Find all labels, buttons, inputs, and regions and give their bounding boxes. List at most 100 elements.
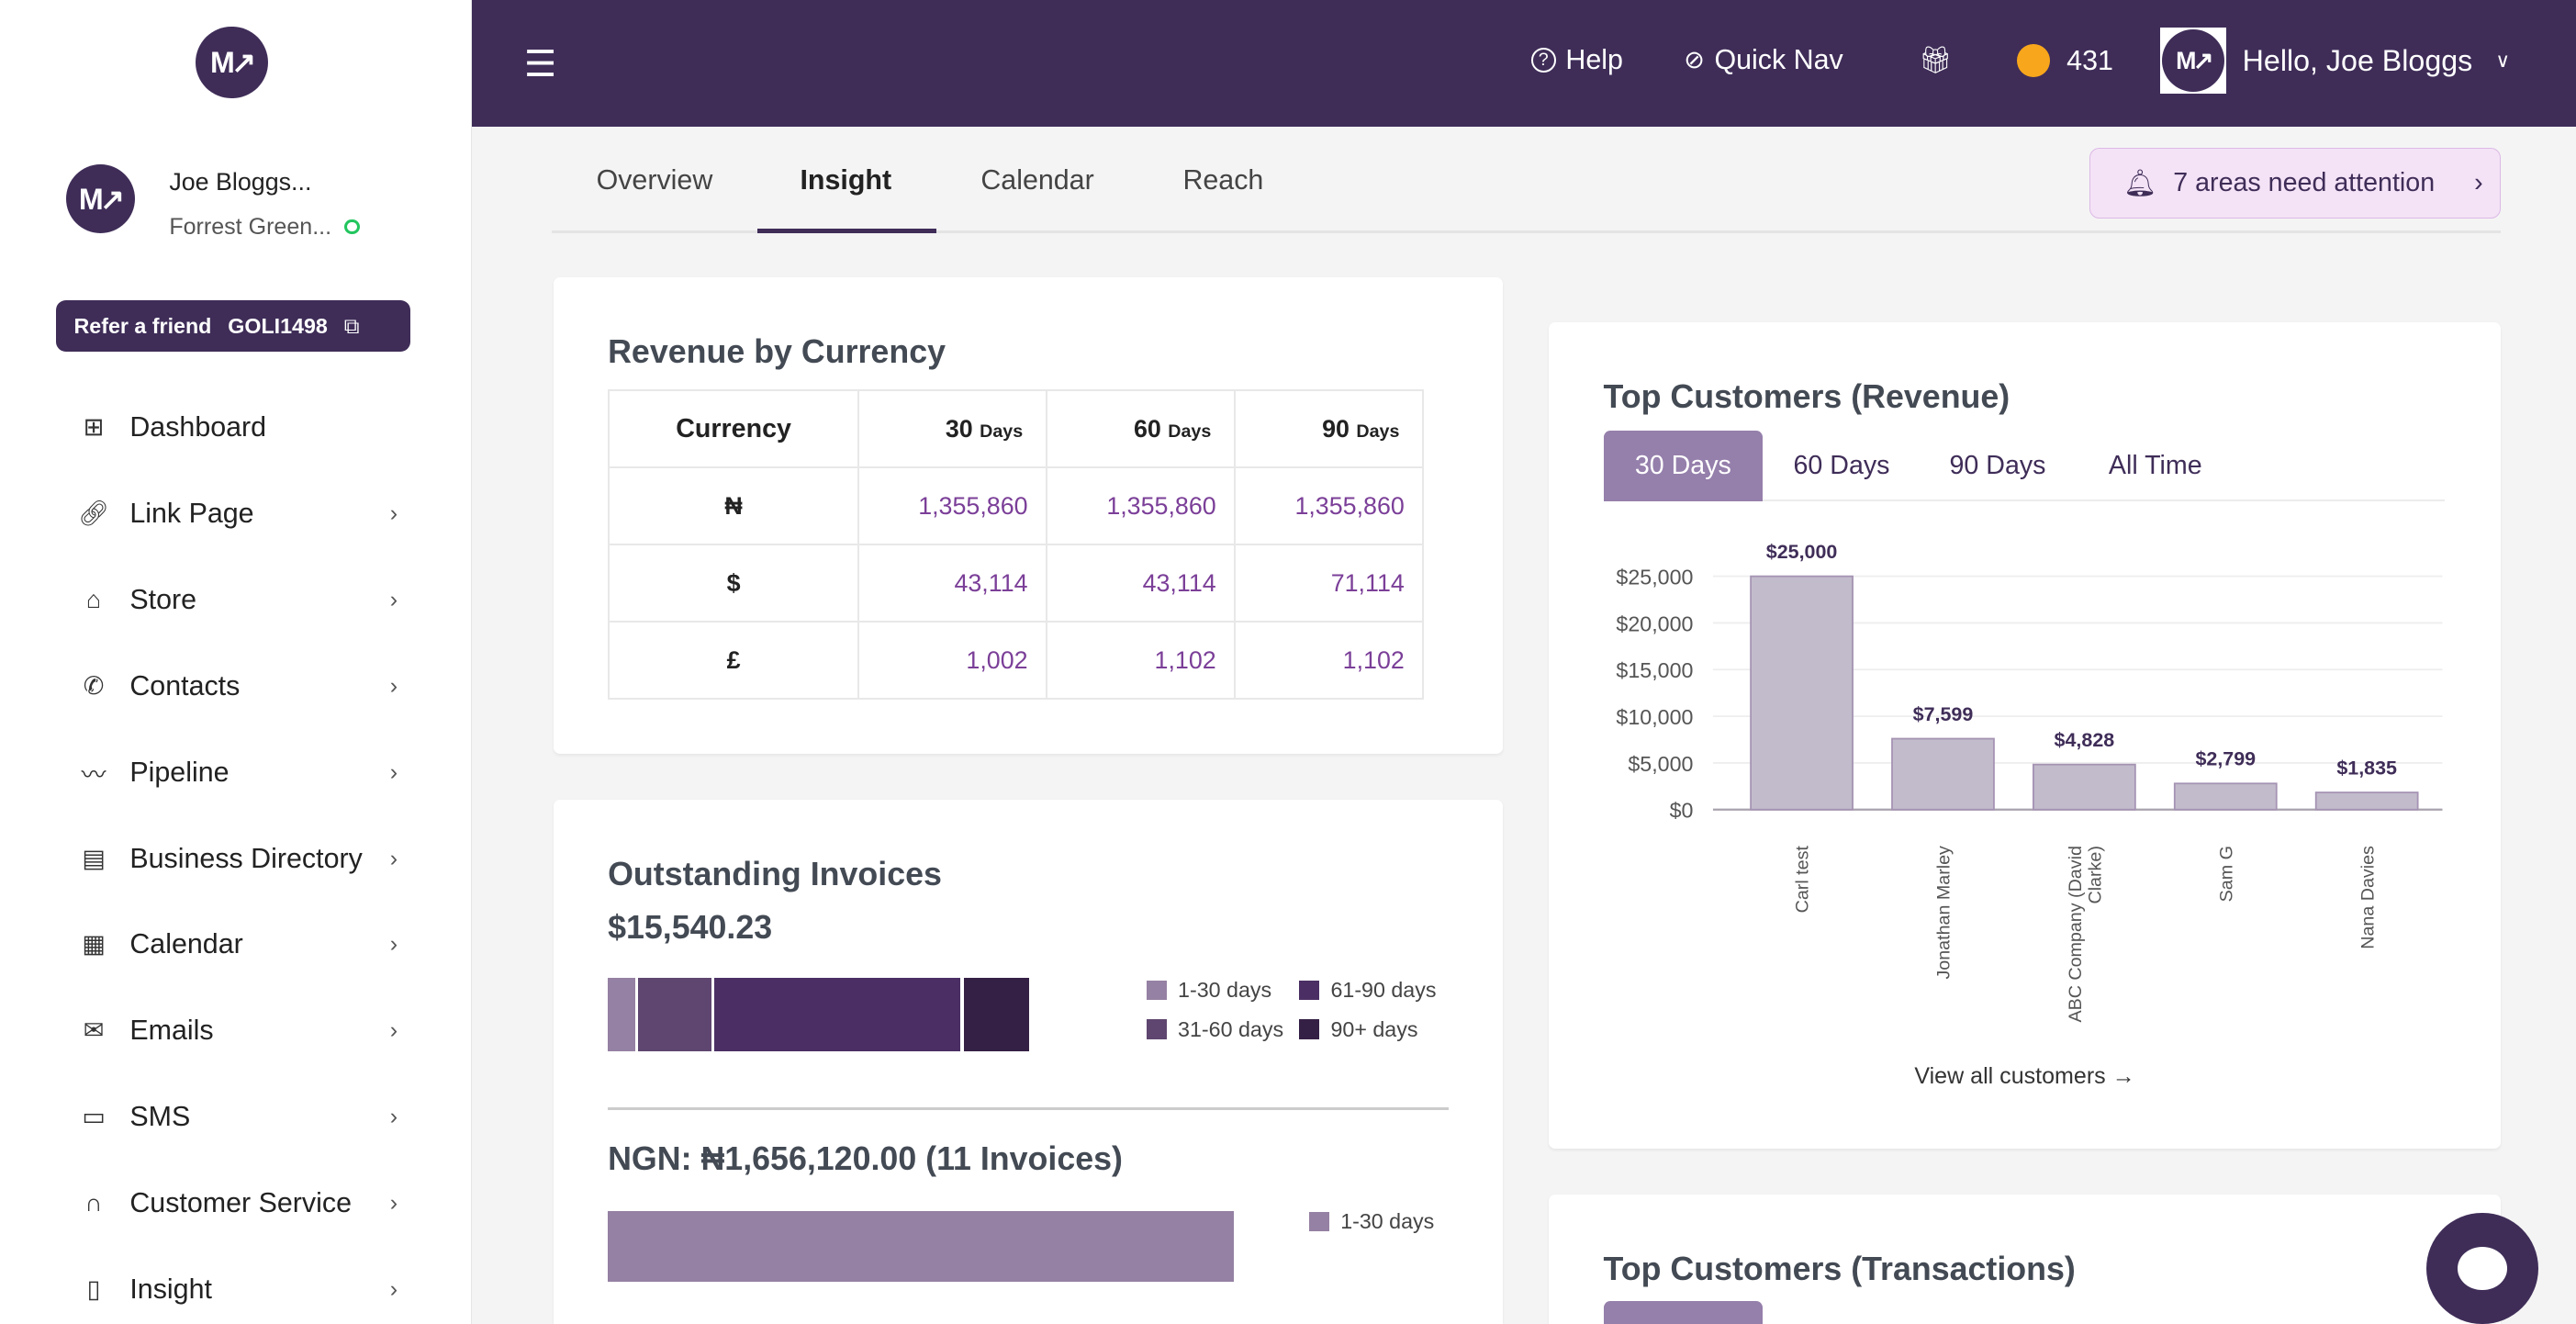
sidebar-item-calendar[interactable]: ▦ Calendar › — [75, 915, 420, 974]
coins-balance[interactable]: 431 — [2017, 44, 2113, 78]
sidebar-item-store[interactable]: ⌂ Store › — [75, 570, 420, 629]
sidebar-item-label: Emails — [129, 1015, 214, 1047]
copy-icon[interactable]: ⧉ — [343, 313, 360, 338]
user-avatar[interactable]: M↗ — [2160, 28, 2226, 94]
sidebar-item-insight[interactable]: ▯ Insight › — [75, 1261, 420, 1319]
profile-name[interactable]: Joe Bloggs... — [169, 167, 312, 196]
aging-segment-1-30 days — [608, 977, 635, 1052]
sidebar-item-customer-service[interactable]: ∩ Customer Service › — [75, 1174, 420, 1233]
refer-friend-button[interactable]: Refer a friend GOLI1498 ⧉ — [55, 300, 411, 352]
active-tab-indicator — [756, 228, 936, 234]
period-tab-60-days[interactable]: 60 Days — [1793, 450, 1890, 480]
user-menu[interactable]: Hello, Joe Bloggs ∨ — [2243, 44, 2510, 78]
currency-symbol: $ — [608, 544, 860, 623]
period-tab-90-days[interactable]: 90 Days — [1949, 450, 2046, 480]
period-tab-active[interactable] — [1603, 1301, 1764, 1324]
chat-button[interactable] — [2426, 1212, 2538, 1324]
divider — [608, 1107, 1450, 1110]
attention-button[interactable]: 🔔︎ 7 areas need attention › — [2089, 148, 2501, 219]
chevron-down-icon: ∨ — [2495, 50, 2511, 73]
currency-symbol: ₦ — [608, 466, 860, 546]
refer-label: Refer a friend — [73, 313, 212, 338]
header-30-days: 30 Days — [857, 389, 1048, 469]
value-d90: 1,355,860 — [1234, 466, 1425, 546]
tabs-divider — [552, 230, 2501, 234]
usd-aging-bar — [608, 977, 1029, 1052]
value-d90: 1,102 — [1234, 621, 1425, 701]
chevron-right-icon: › — [389, 1276, 398, 1303]
top-bar: ☰ ? Help ⊘ Quick Nav 🎁︎ 431 M↗ Hello, Joe … — [471, 0, 2576, 127]
link-icon: 🔗︎ — [77, 499, 110, 528]
value-d60: 43,114 — [1046, 544, 1237, 623]
data-label: $25,000 — [1766, 541, 1838, 563]
sidebar-item-label: Link Page — [129, 497, 254, 529]
mail-icon: ✉ — [83, 1016, 105, 1045]
tab-overview[interactable]: Overview — [596, 163, 713, 196]
help-button[interactable]: ? Help — [1530, 44, 1623, 76]
sidebar-item-pipeline[interactable]: 〰 Pipeline › — [75, 743, 420, 802]
bar — [2315, 791, 2420, 812]
y-tick-label: $25,000 — [1617, 566, 1694, 589]
value-d30: 1,002 — [857, 621, 1048, 701]
sidebar-item-business-directory[interactable]: ▤ Business Directory › — [75, 829, 420, 888]
top-customers-transactions-card: Top Customers (Transactions) — [1549, 1194, 2501, 1324]
quick-nav-button[interactable]: ⊘ Quick Nav — [1684, 44, 1842, 76]
bar — [1750, 576, 1854, 812]
data-label: $1,835 — [2337, 757, 2398, 780]
sidebar-item-label: Store — [129, 583, 197, 615]
tab-reach[interactable]: Reach — [1182, 163, 1264, 196]
calendar-icon: ▦ — [82, 930, 106, 959]
value-d60: 1,102 — [1046, 621, 1237, 701]
legend-90-plus: 90+ days — [1299, 1017, 1417, 1042]
aging-segment-31-60 days — [638, 977, 712, 1052]
chevron-right-icon: › — [389, 672, 398, 699]
headset-icon: ∩ — [84, 1189, 103, 1217]
gift-icon[interactable]: 🎁︎ — [1919, 46, 1953, 76]
currency-symbol: £ — [608, 621, 860, 701]
legend-ngn-1-30: 1-30 days — [1309, 1209, 1434, 1234]
revenue-table: Currency 30 Days 60 Days 90 Days ₦ 1,355,… — [608, 389, 1425, 701]
business-name: Forrest Green... — [169, 213, 332, 240]
table-row: $43,114 43,114 71,114 — [608, 544, 1425, 623]
data-label: $2,799 — [2196, 748, 2257, 770]
period-tab-30-days[interactable]: 30 Days — [1603, 430, 1764, 501]
x-tick-label: ABC Company (DavidClarke) — [2066, 847, 2105, 1023]
sidebar-item-contacts[interactable]: ✆ Contacts › — [75, 656, 420, 715]
chevron-right-icon: › — [389, 931, 398, 958]
period-tab-all-time[interactable]: All Time — [2108, 450, 2202, 480]
x-tick-label: Jonathan Marley — [1934, 846, 1954, 980]
avatar-logo-icon: M↗ — [78, 182, 125, 216]
revenue-by-currency-card: Revenue by Currency Currency 30 Days 60 … — [554, 277, 1504, 755]
profile-avatar[interactable]: M↗ — [65, 163, 135, 234]
menu-toggle-icon[interactable]: ☰ — [523, 43, 557, 84]
bell-icon: 🔔︎ — [2123, 169, 2157, 199]
tab-calendar[interactable]: Calendar — [980, 163, 1094, 196]
logo-icon: M↗ — [209, 45, 256, 79]
legend-swatch — [1299, 980, 1319, 1000]
chevron-right-icon: › — [389, 845, 398, 871]
attention-label: 7 areas need attention — [2173, 168, 2436, 198]
table-row: £1,002 1,102 1,102 — [608, 621, 1425, 701]
data-label: $4,828 — [2055, 729, 2115, 751]
phone-icon: ✆ — [83, 671, 105, 700]
tab-insight[interactable]: Insight — [800, 163, 892, 196]
outstanding-invoices-card: Outstanding Invoices $15,540.23 1-30 day… — [554, 800, 1504, 1324]
sidebar-item-label: SMS — [129, 1101, 191, 1133]
profile-business[interactable]: Forrest Green... — [169, 213, 360, 241]
pipeline-icon: 〰 — [81, 760, 106, 789]
chevron-right-icon: › — [389, 1190, 398, 1217]
bar — [2033, 764, 2137, 812]
chevron-right-icon: › — [389, 758, 398, 785]
view-all-customers-link[interactable]: View all customers → — [1914, 1062, 2135, 1089]
y-tick-label: $10,000 — [1617, 706, 1694, 730]
sidebar-item-link-page[interactable]: 🔗︎ Link Page › — [75, 484, 420, 543]
revenue-bar-chart: $0 $5,000 $10,000 $15,000 $20,000 $25,000 $25,… — [1617, 541, 2443, 1023]
sidebar-item-sms[interactable]: ▭ SMS › — [75, 1088, 420, 1147]
sidebar-item-emails[interactable]: ✉ Emails › — [75, 1002, 420, 1060]
card-title: Top Customers (Revenue) — [1603, 377, 2010, 415]
sidebar-item-dashboard[interactable]: ⊞ Dashboard — [75, 398, 420, 456]
app-logo[interactable]: M↗ — [195, 26, 268, 99]
header-60-days: 60 Days — [1046, 389, 1237, 469]
compass-icon: ⊘ — [1684, 46, 1705, 74]
sidebar-item-label: Insight — [129, 1274, 212, 1306]
